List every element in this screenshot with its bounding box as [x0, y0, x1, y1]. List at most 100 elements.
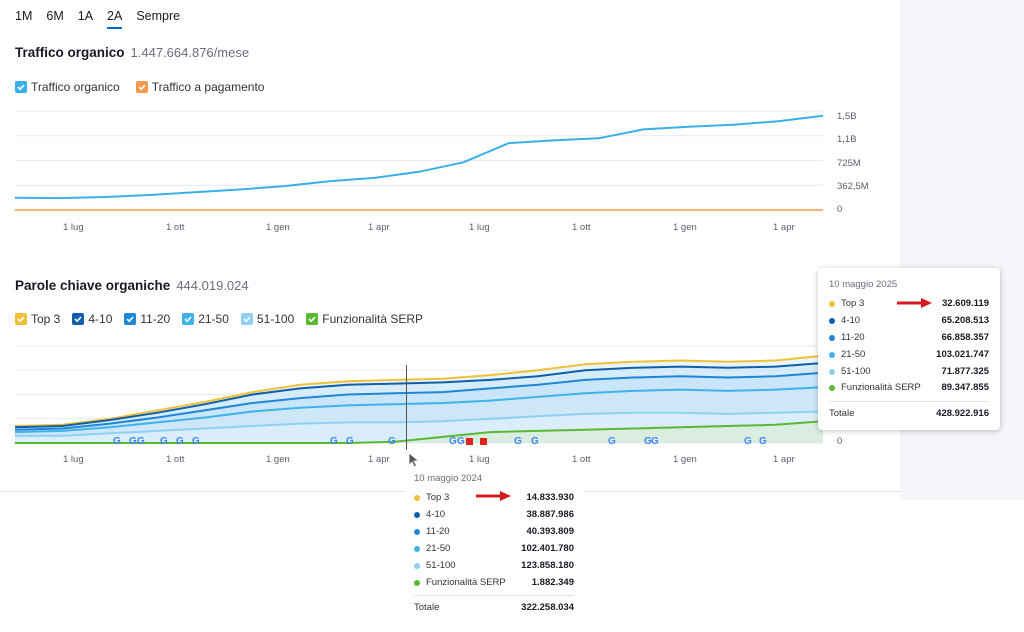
tooltip-value: 66.858.357	[941, 332, 989, 343]
dot-icon	[829, 384, 835, 391]
y-tick: 725M	[837, 158, 861, 169]
google-update-icon[interactable]: G	[531, 436, 539, 447]
y-tick: 1,5B	[837, 111, 857, 122]
legend-label: 51-100	[256, 312, 295, 326]
legend-21-50[interactable]: 21-50	[182, 312, 229, 326]
legend-traffico-pagamento[interactable]: Traffico a pagamento	[135, 80, 264, 94]
series-line-4	[15, 386, 824, 434]
google-update-icon[interactable]: G	[346, 436, 354, 447]
keywords-value: 444.019.024	[176, 278, 249, 293]
x-tick: 1 lug	[63, 454, 84, 465]
checkbox-checked-icon	[182, 313, 195, 325]
y-tick: 362,5M	[837, 181, 869, 192]
google-update-icon[interactable]: G	[129, 436, 137, 447]
google-update-icon[interactable]: G	[449, 436, 457, 447]
tooltip-label: Top 3	[841, 298, 865, 309]
series-area-6	[15, 421, 823, 443]
legend-label: 4-10	[88, 312, 113, 326]
legend-11-20[interactable]: 11-20	[124, 312, 170, 326]
tooltip-total-value: 322.258.034	[521, 602, 574, 613]
google-update-icon[interactable]: G	[388, 436, 396, 447]
divider	[414, 595, 574, 596]
overview-card: 1M 6M 1A 2A Sempre Traffico organico 1.44…	[0, 9, 900, 492]
google-update-icon[interactable]: G	[651, 436, 659, 447]
traffic-value: 1.447.664.876/mese	[130, 45, 250, 60]
tooltip-row: 21-50 102.401.780	[414, 543, 574, 554]
tooltip-row: 4-10 65.208.513	[829, 315, 989, 326]
google-update-icon[interactable]: G	[608, 436, 616, 447]
arrow-right-icon	[897, 298, 932, 308]
tooltip-value: 65.208.513	[941, 315, 989, 326]
flag-icon[interactable]	[466, 438, 473, 445]
keywords-title: Parole chiave organiche	[15, 278, 171, 293]
traffic-legend: Traffico organico Traffico a pagamento	[15, 80, 264, 94]
tooltip-total-row: Totale 322.258.034	[414, 602, 574, 613]
keywords-legend: Top 3 4-10 11-20 21-50 51-100 Funzionali…	[15, 312, 423, 326]
google-update-icon[interactable]: G	[644, 436, 652, 447]
tooltip-label: 21-50	[841, 349, 866, 360]
legend-top3[interactable]: Top 3	[15, 312, 60, 326]
y-tick: 1,1B	[837, 134, 857, 145]
tab-sempre[interactable]: Sempre	[136, 9, 181, 23]
legend-4-10[interactable]: 4-10	[72, 312, 112, 326]
tooltip-label: 11-20	[426, 526, 450, 537]
x-tick: 1 apr	[368, 454, 390, 465]
arrow-right-icon	[476, 491, 511, 501]
google-update-icon[interactable]: G	[759, 436, 767, 447]
legend-serp[interactable]: Funzionalità SERP	[306, 312, 423, 326]
x-tick: 1 gen	[673, 222, 697, 233]
tab-1a[interactable]: 1A	[77, 9, 94, 23]
tooltip-2025: 10 maggio 2025 Top 3 32.609.119 4-10 65.20…	[818, 268, 1000, 430]
tooltip-row: Top 3 14.833.930	[414, 492, 574, 503]
tooltip-value: 71.877.325	[941, 366, 989, 377]
tooltip-value: 32.609.119	[941, 298, 989, 309]
tooltip-value: 123.858.180	[521, 560, 574, 571]
tooltip-label: 11-20	[841, 332, 865, 343]
x-tick: 1 lug	[469, 454, 490, 465]
flag-icon[interactable]	[480, 438, 487, 445]
series-line-2	[15, 362, 824, 429]
google-update-icon[interactable]: G	[457, 436, 465, 447]
google-update-icon[interactable]: G	[176, 436, 184, 447]
x-tick: 1 ott	[572, 454, 591, 465]
tab-6m[interactable]: 6M	[46, 9, 64, 23]
tab-1m[interactable]: 1M	[15, 9, 33, 23]
dot-icon	[414, 511, 420, 518]
tooltip-label: 51-100	[841, 366, 871, 377]
x-tick: 1 apr	[368, 222, 390, 233]
traffic-section-title: Traffico organico 1.447.664.876/mese	[15, 45, 249, 60]
x-tick: 1 apr	[773, 454, 795, 465]
x-tick: 1 gen	[673, 454, 697, 465]
tooltip-value: 14.833.930	[526, 492, 574, 503]
google-update-icon[interactable]: G	[330, 436, 338, 447]
tooltip-row: Funzionalità SERP 89.347.855	[829, 382, 989, 393]
dot-icon	[414, 494, 420, 501]
tooltip-value: 40.393.809	[526, 526, 574, 537]
dot-icon	[414, 545, 420, 552]
traffic-chart[interactable]	[15, 105, 835, 215]
x-tick: 1 ott	[572, 222, 591, 233]
google-update-icon[interactable]: G	[160, 436, 168, 447]
tooltip-label: Top 3	[426, 492, 450, 503]
legend-51-100[interactable]: 51-100	[240, 312, 295, 326]
y-tick: 0	[837, 204, 843, 215]
google-update-icon[interactable]: G	[744, 436, 752, 447]
checkbox-checked-icon	[306, 313, 319, 325]
tooltip-row: Funzionalità SERP 1.882.349	[414, 577, 574, 588]
tooltip-label: 21-50	[426, 543, 451, 554]
keywords-chart[interactable]	[15, 340, 835, 450]
tooltip-row: 21-50 103.021.747	[829, 349, 989, 360]
google-update-icon[interactable]: G	[137, 436, 145, 447]
google-update-icon[interactable]: G	[514, 436, 522, 447]
checkbox-checked-icon	[240, 313, 253, 325]
google-update-icon[interactable]: G	[113, 436, 121, 447]
tooltip-total-label: Totale	[829, 408, 855, 419]
checkbox-checked-icon	[72, 313, 85, 325]
tooltip-value: 1.882.349	[531, 577, 574, 588]
tooltip-row: 11-20 40.393.809	[414, 526, 574, 537]
google-update-icon[interactable]: G	[192, 436, 200, 447]
legend-traffico-organico[interactable]: Traffico organico	[15, 80, 120, 94]
hover-crosshair	[406, 365, 407, 450]
tooltip-value: 38.887.986	[526, 509, 574, 520]
tab-2a[interactable]: 2A	[107, 9, 123, 29]
